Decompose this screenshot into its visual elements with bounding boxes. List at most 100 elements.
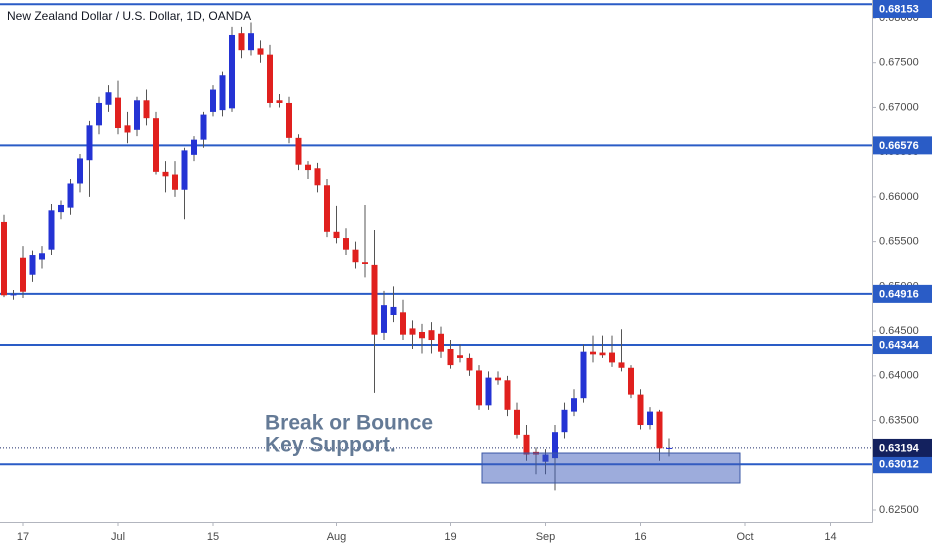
x-tick-label: 15 <box>207 531 219 543</box>
candle-body <box>637 394 644 426</box>
y-tick-label: 0.64500 <box>879 325 919 337</box>
y-tick-label: 0.64000 <box>879 370 919 382</box>
candle-body <box>48 210 55 250</box>
candle-body <box>590 351 596 355</box>
candle-body <box>305 164 311 171</box>
x-tick-label: 16 <box>634 531 646 543</box>
x-tick-label: Jul <box>111 531 125 543</box>
candle-body <box>419 331 425 339</box>
candle-body <box>229 34 235 109</box>
x-tick-label: 14 <box>824 531 836 543</box>
candle-body <box>162 171 169 177</box>
level-label: 0.63012 <box>879 459 919 471</box>
level-label-box <box>873 136 932 155</box>
level-label-box <box>873 284 932 303</box>
candle-body <box>485 377 492 406</box>
candle-body <box>276 100 283 103</box>
candle-body <box>552 432 558 459</box>
candle-body <box>29 255 36 275</box>
x-tick-label: 19 <box>444 531 456 543</box>
support-zone <box>481 452 741 484</box>
candle-body <box>656 411 663 449</box>
candle-body <box>371 264 378 335</box>
candle-body <box>333 231 340 239</box>
candle-body <box>580 351 587 399</box>
candle-body <box>200 114 207 140</box>
candle-body <box>210 89 216 112</box>
candle-body <box>514 409 520 435</box>
candle-body <box>172 174 178 190</box>
candle-body <box>77 158 83 184</box>
level-label: 0.64916 <box>879 288 919 300</box>
candle-body <box>438 333 444 352</box>
candle-body <box>143 100 150 119</box>
x-tick-label: Sep <box>536 531 556 543</box>
candle-body <box>495 377 501 381</box>
last-price-label: 0.63194 <box>879 442 920 454</box>
candle-body <box>20 257 26 292</box>
candle-body <box>561 409 568 433</box>
level-label: 0.68153 <box>879 3 919 15</box>
candle-body <box>314 168 321 186</box>
candle-body <box>286 102 292 138</box>
y-tick-label: 0.62500 <box>879 504 919 516</box>
candle-body <box>628 367 634 395</box>
candle-body <box>238 33 245 51</box>
candle-body <box>96 102 102 126</box>
x-tick-label: 17 <box>17 531 29 543</box>
candle-body <box>504 380 511 410</box>
candle-body <box>10 294 17 296</box>
x-tick-label: Aug <box>327 531 347 543</box>
candle-body <box>409 328 416 335</box>
level-label: 0.66576 <box>879 140 919 152</box>
candle-body <box>191 139 197 155</box>
candle-body <box>362 262 368 264</box>
candle-body <box>381 305 387 333</box>
x-tick-label: Oct <box>736 531 753 543</box>
candle-body <box>618 362 625 368</box>
candle-body <box>647 411 653 426</box>
candle-body <box>666 447 672 449</box>
candle-body <box>457 355 463 358</box>
level-label-box <box>873 336 932 355</box>
candle-body <box>571 398 577 412</box>
candle-body <box>58 204 64 213</box>
chart-title: New Zealand Dollar / U.S. Dollar, 1D, OA… <box>7 9 251 23</box>
candle-body <box>124 125 131 133</box>
axis-area <box>0 523 872 550</box>
candle-body <box>219 75 226 111</box>
candle-body <box>390 306 397 315</box>
candle-body <box>39 253 45 260</box>
candle-body <box>400 312 406 335</box>
candle-body <box>115 97 121 129</box>
y-tick-label: 0.65500 <box>879 236 919 248</box>
candle-body <box>1 221 7 296</box>
candle-body <box>257 48 264 55</box>
candle-body <box>428 330 435 341</box>
candle-body <box>86 125 93 161</box>
candle-body <box>609 352 615 363</box>
candle-body <box>67 183 74 208</box>
candle-body <box>599 352 606 356</box>
candle-body <box>476 370 482 406</box>
candle-body <box>523 434 530 455</box>
candle-body <box>248 33 254 51</box>
level-label-box <box>873 0 932 18</box>
candle-body <box>466 357 473 371</box>
candle-body <box>105 92 112 105</box>
last-price-box <box>873 438 932 457</box>
candle-body <box>181 150 188 190</box>
candle-body <box>295 137 302 165</box>
annotation: Break or Bounce <box>265 412 433 435</box>
candle-body <box>153 118 159 172</box>
candle-body <box>324 185 330 232</box>
candle-body <box>447 348 454 366</box>
candle-body <box>267 54 273 103</box>
candle-body <box>343 238 349 250</box>
y-tick-label: 0.67500 <box>879 57 919 69</box>
candle-body <box>134 100 140 130</box>
level-label-box <box>873 455 932 474</box>
y-tick-label: 0.63500 <box>879 414 919 426</box>
